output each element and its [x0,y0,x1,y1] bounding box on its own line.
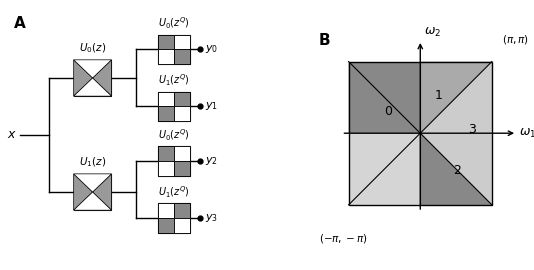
Bar [158,92,174,106]
Bar [174,49,190,64]
Text: $(\pi,\pi)$: $(\pi,\pi)$ [502,33,529,46]
Polygon shape [420,62,492,133]
Polygon shape [74,60,92,96]
Polygon shape [420,133,492,205]
Polygon shape [420,133,492,205]
Text: $y_0$: $y_0$ [205,43,218,55]
Bar [158,218,174,233]
Bar [174,35,190,49]
Bar [158,92,190,122]
Bar [74,174,112,210]
Polygon shape [92,60,112,96]
Bar [158,203,174,218]
Bar [174,146,190,161]
Bar [158,146,190,176]
Bar [158,35,174,49]
Polygon shape [74,174,92,210]
Text: 1: 1 [434,89,442,102]
Text: B: B [319,33,330,48]
Bar [174,92,190,106]
Text: $U_1(z^Q)$: $U_1(z^Q)$ [158,73,190,89]
Bar [158,161,174,176]
Polygon shape [74,60,112,78]
Text: $y_3$: $y_3$ [205,212,218,224]
Bar [174,203,190,218]
Polygon shape [92,174,112,210]
Polygon shape [74,174,112,192]
Bar [174,218,190,233]
Bar [158,146,174,161]
Polygon shape [420,62,492,133]
Text: $U_0(z^Q)$: $U_0(z^Q)$ [158,16,190,31]
Text: $x$: $x$ [7,129,17,141]
Bar [174,106,190,122]
Bar [349,62,492,205]
Bar [158,49,174,64]
Text: $U_1(z^Q)$: $U_1(z^Q)$ [158,184,190,200]
Text: $\omega_2$: $\omega_2$ [424,26,441,39]
Polygon shape [74,78,112,96]
Text: A: A [14,16,26,31]
Bar [158,203,190,233]
Bar [158,35,190,64]
Text: $U_1(z)$: $U_1(z)$ [79,156,106,169]
Text: 2: 2 [453,164,461,177]
Text: $y_2$: $y_2$ [205,155,217,167]
Text: $U_0(z)$: $U_0(z)$ [79,42,106,55]
Bar [174,161,190,176]
Polygon shape [349,62,420,133]
Polygon shape [349,62,420,133]
Text: $y_1$: $y_1$ [205,100,218,113]
Bar [158,106,174,122]
Text: $\omega_1$: $\omega_1$ [519,127,534,140]
Text: 3: 3 [468,123,476,136]
Bar [74,60,112,96]
Text: 0: 0 [384,105,392,118]
Text: $U_0(z^Q)$: $U_0(z^Q)$ [158,127,190,143]
Polygon shape [349,133,420,205]
Text: $(-\pi,-\pi)$: $(-\pi,-\pi)$ [319,232,367,245]
Polygon shape [74,192,112,210]
Polygon shape [349,133,420,205]
